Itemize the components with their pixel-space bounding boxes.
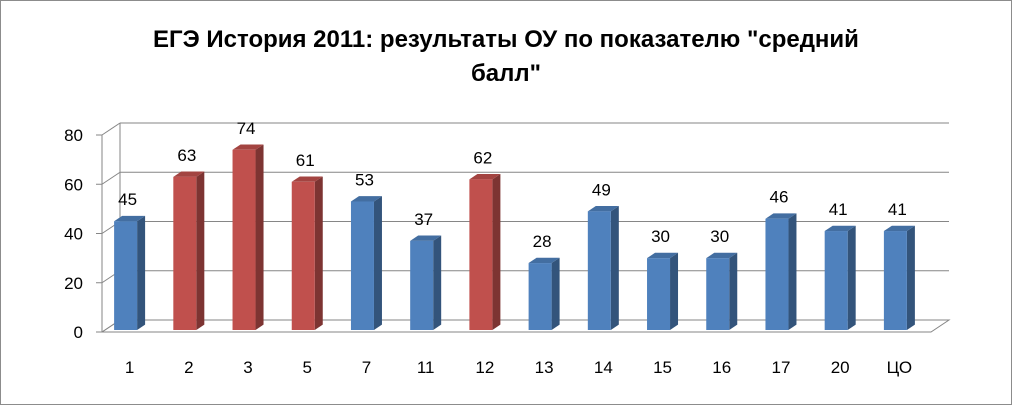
x-category-label: 3 [243, 358, 252, 377]
data-label: 61 [296, 151, 315, 170]
x-category-label: ЦО [887, 358, 912, 377]
x-category-label: 14 [594, 358, 613, 377]
gridline-side [101, 122, 121, 136]
data-label: 37 [414, 210, 433, 229]
bar-front-face [173, 176, 197, 330]
bar-top-face [173, 171, 205, 177]
bar-side-face [788, 213, 797, 330]
chart-title-line-1: ЕГЭ История 2011: результаты ОУ по показ… [153, 26, 859, 53]
bar-side-face [255, 144, 264, 330]
data-label: 53 [355, 170, 374, 189]
y-tick-label: 80 [64, 126, 83, 145]
x-category-label: 11 [417, 358, 435, 377]
data-label: 46 [770, 188, 789, 207]
bar-16 [706, 252, 738, 330]
bar-17 [765, 213, 797, 330]
bar-top-face [291, 176, 323, 182]
bar-top-face [410, 235, 442, 241]
bar-13 [528, 257, 560, 330]
data-label: 45 [118, 190, 137, 209]
data-label: 63 [177, 146, 196, 165]
bar-top-face [765, 213, 797, 219]
x-category-label: 5 [303, 358, 312, 377]
bar-front-face [291, 181, 315, 330]
bar-side-face [729, 252, 738, 330]
data-label: 41 [829, 200, 848, 219]
bar-front-face [824, 231, 848, 330]
bar-top-face [587, 206, 619, 212]
bar-1 [114, 215, 146, 330]
bar-front-face [528, 263, 552, 330]
bar-20 [824, 225, 856, 330]
gridline-side [101, 171, 121, 185]
bar-15 [647, 252, 679, 330]
data-label: 30 [651, 227, 670, 246]
x-category-label: 13 [535, 358, 554, 377]
bar-front-face [232, 149, 256, 330]
bar-side-face [551, 257, 560, 330]
bar-top-face [647, 252, 679, 259]
bar-ЦО [883, 225, 915, 330]
data-label: 41 [888, 200, 907, 219]
x-category-label: 17 [772, 358, 791, 377]
y-tick-label: 20 [64, 274, 83, 293]
x-category-label: 12 [475, 358, 494, 377]
data-label: 30 [710, 227, 729, 246]
x-category-label: 16 [712, 358, 731, 377]
bar-side-face [137, 215, 146, 330]
bar-front-face [883, 231, 907, 330]
x-category-label: 2 [184, 358, 193, 377]
bar-side-face [314, 176, 323, 330]
bar-side-face [373, 196, 382, 330]
bar-top-face [824, 225, 856, 232]
data-label: 74 [237, 119, 256, 138]
bar-front-face [410, 240, 434, 330]
bar-7 [350, 196, 382, 330]
bar-side-face [433, 235, 442, 330]
bar-side-face [610, 206, 619, 330]
x-category-label: 20 [831, 358, 850, 377]
chart-title-line-2: балл" [471, 60, 541, 87]
bar-3 [232, 144, 264, 330]
y-tick-label: 40 [64, 225, 83, 244]
data-label: 28 [533, 232, 552, 251]
bar-front-face [350, 201, 374, 330]
bar-side-face [906, 225, 915, 330]
bar-5 [291, 176, 323, 330]
data-label: 49 [592, 180, 611, 199]
bar-side-face [196, 171, 205, 330]
bar-11 [410, 235, 442, 330]
bar-front-face [765, 218, 789, 330]
bar-front-face [706, 258, 730, 330]
bar-front-face [647, 258, 671, 330]
bar-12 [469, 173, 501, 330]
bar-front-face [587, 211, 611, 330]
data-label: 62 [473, 148, 492, 167]
bar-front-face [469, 179, 493, 330]
bar-side-face [847, 225, 856, 330]
bar-top-face [469, 173, 501, 180]
bar-top-face [883, 225, 915, 232]
chart-floor [100, 319, 951, 333]
x-category-label: 15 [653, 358, 672, 377]
x-category-label: 7 [362, 358, 371, 377]
bar-top-face [706, 252, 738, 259]
bar-14 [587, 206, 619, 330]
bar-side-face [492, 173, 501, 330]
bar-top-face [350, 196, 382, 202]
x-category-label: 1 [125, 358, 134, 377]
bar-front-face [114, 221, 138, 330]
y-tick-label: 0 [74, 323, 83, 342]
bar-top-face [114, 215, 146, 222]
y-tick-label: 60 [64, 175, 83, 194]
bar-top-face [232, 144, 264, 150]
bar-2 [173, 171, 205, 330]
bar-side-face [670, 252, 679, 330]
bar-top-face [528, 257, 560, 264]
